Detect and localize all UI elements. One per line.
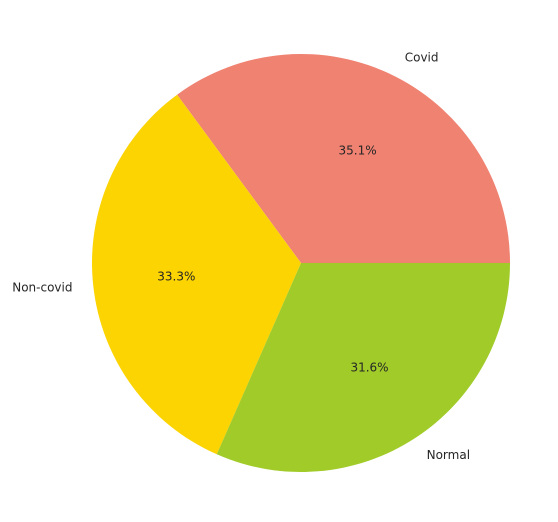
pie-labels: 35.1% Covid 33.3% Non-covid 31.6% Normal (12, 50, 470, 462)
pie-category-label: Non-covid (12, 281, 72, 295)
pie-slice-covid (177, 54, 510, 264)
pie-slice-normal (216, 263, 511, 472)
pie-category-label: Normal (427, 448, 470, 462)
pie-category-label: Covid (405, 50, 439, 64)
pie-percent-label: 31.6% (350, 361, 388, 375)
pie-slices (91, 54, 511, 472)
pie-percent-label: 35.1% (339, 144, 377, 158)
pie-percent-label: 33.3% (157, 269, 195, 283)
pie-slice-non-covid (91, 94, 301, 455)
